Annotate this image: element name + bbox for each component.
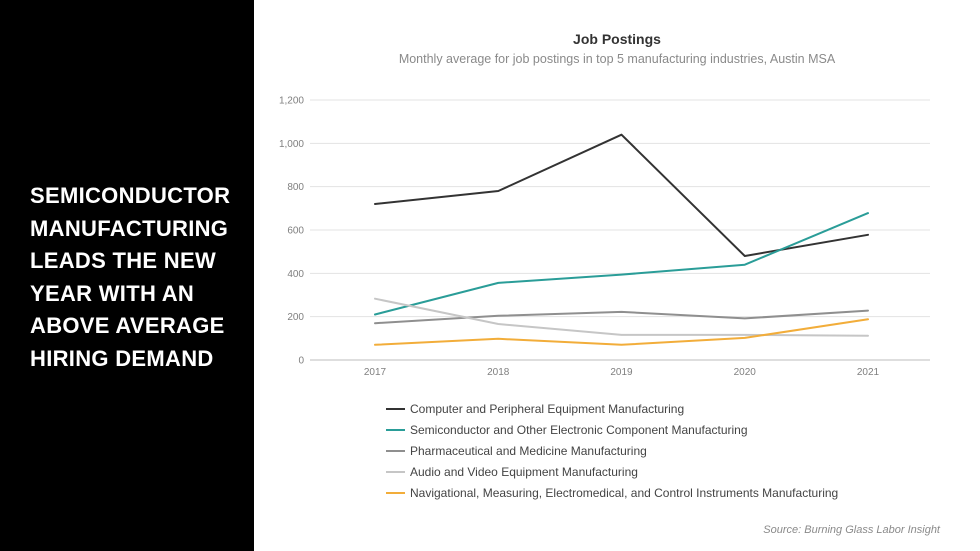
legend-item: Pharmaceutical and Medicine Manufacturin… — [386, 440, 838, 461]
legend-item: Navigational, Measuring, Electromedical,… — [386, 482, 838, 503]
legend-item: Semiconductor and Other Electronic Compo… — [386, 419, 838, 440]
chart-title: Job Postings — [573, 31, 661, 47]
legend-item: Audio and Video Equipment Manufacturing — [386, 461, 838, 482]
source-note: Source: Burning Glass Labor Insight — [763, 524, 940, 536]
headline-line: MANUFACTURING — [30, 215, 229, 241]
series-line-3 — [374, 309, 869, 325]
headline-line: HIRING DEMAND — [30, 345, 214, 371]
legend-swatch — [386, 470, 405, 473]
y-tick-label: 400 — [287, 269, 304, 280]
legend-label: Navigational, Measuring, Electromedical,… — [410, 485, 839, 500]
headline-line: LEADS THE NEW — [30, 248, 217, 273]
legend-swatch — [386, 491, 405, 494]
x-tick-label: 2020 — [734, 367, 757, 378]
x-tick-label: 2021 — [857, 367, 880, 378]
legend-label: Semiconductor and Other Electronic Compo… — [410, 422, 748, 437]
line-chart: 0 200 400 600 800 1,000 1,200 2017 2018 2019 2020 2… — [279, 96, 930, 378]
headline-line: YEAR WITH AN — [30, 280, 195, 306]
series-line-1 — [374, 133, 869, 257]
legend-swatch — [386, 449, 405, 452]
legend-item: Computer and Peripheral Equipment Manufa… — [386, 398, 838, 419]
x-tick-label: 2018 — [487, 367, 510, 378]
chart-subtitle: Monthly average for job postings in top … — [398, 52, 836, 66]
legend-label: Audio and Video Equipment Manufacturing — [410, 464, 638, 479]
legend-swatch — [386, 428, 405, 431]
series-line-5 — [374, 318, 869, 346]
y-tick-label: 1,200 — [279, 96, 304, 107]
x-tick-label: 2017 — [364, 367, 387, 378]
y-tick-label: 200 — [287, 312, 304, 323]
legend-swatch — [386, 407, 405, 410]
y-tick-label: 600 — [287, 226, 304, 237]
legend-label: Pharmaceutical and Medicine Manufacturin… — [410, 443, 647, 458]
series-line-4 — [374, 297, 869, 337]
y-tick-label: 800 — [287, 182, 304, 193]
y-tick-label: 1,000 — [279, 139, 304, 150]
headline-line: ABOVE AVERAGE — [30, 313, 225, 338]
x-tick-label: 2019 — [610, 367, 633, 378]
left-panel: SEMICONDUCTOR MANUFACTURING LEADS THE NE… — [0, 0, 254, 551]
series-line-2 — [374, 212, 869, 316]
headline: SEMICONDUCTOR MANUFACTURING LEADS THE NE… — [30, 180, 250, 375]
headline-line: SEMICONDUCTOR — [30, 183, 231, 208]
y-tick-label: 0 — [298, 356, 304, 367]
chart-legend: Computer and Peripheral Equipment Manufa… — [386, 398, 838, 503]
legend-label: Computer and Peripheral Equipment Manufa… — [410, 401, 685, 416]
